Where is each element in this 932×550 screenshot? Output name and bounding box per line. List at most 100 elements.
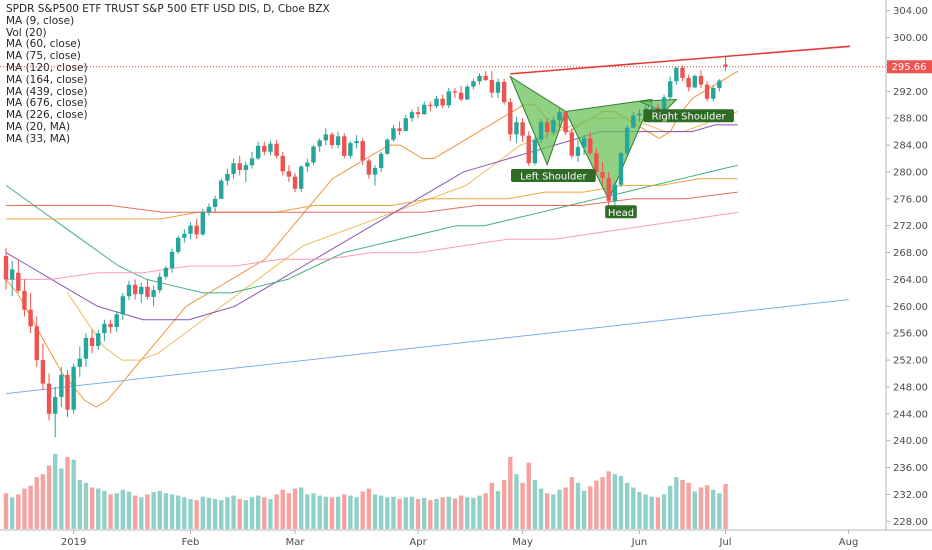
y-tick-label: 228.00 <box>893 517 928 528</box>
volume-bar <box>219 500 224 529</box>
candle-body <box>219 180 224 199</box>
volume-bar <box>501 479 507 529</box>
volume-bar <box>206 497 212 529</box>
y-tick-label: 232.00 <box>893 490 928 501</box>
volume-bar <box>434 499 439 529</box>
volume-bar <box>194 500 199 529</box>
volume-bar <box>698 487 704 529</box>
volume-bar <box>126 491 132 529</box>
candle-body <box>551 120 556 133</box>
volume-bar <box>46 465 52 529</box>
y-tick-label: 288.00 <box>893 114 928 125</box>
pattern-labels: Left Shoulder Head Right Shoulder <box>511 109 734 219</box>
volume-bar <box>557 489 562 529</box>
volume-bar <box>102 490 107 529</box>
volume-bar <box>704 485 710 529</box>
volume-bar <box>631 487 636 529</box>
candle-body <box>145 286 150 297</box>
candle-body <box>661 97 667 112</box>
candle-body <box>77 358 82 367</box>
candle-body <box>16 272 21 291</box>
pattern-label: Left Shoulder <box>520 171 587 182</box>
pattern-label: Right Shoulder <box>652 112 727 123</box>
x-tick-label: Jul <box>719 537 732 548</box>
volume-bar <box>225 497 230 529</box>
candle-body <box>163 268 169 277</box>
candle-body <box>477 75 482 82</box>
candle-body <box>440 98 445 106</box>
candle-body <box>569 132 574 156</box>
volume-bar <box>77 479 82 529</box>
volume-bar <box>458 495 464 529</box>
candle-body <box>151 290 156 297</box>
candle-body <box>674 67 679 82</box>
y-tick-label: 256.00 <box>893 329 928 340</box>
volume-bar <box>65 456 70 529</box>
candle-body <box>34 326 39 361</box>
volume-bar <box>594 480 599 529</box>
candle-body <box>188 225 193 234</box>
volume-bar <box>354 497 359 529</box>
volume-bar <box>668 485 673 529</box>
volume-bar <box>40 474 46 529</box>
candle-body <box>545 122 550 133</box>
candle-body <box>299 166 304 189</box>
y-tick-label: 276.00 <box>893 194 928 205</box>
volume-bar <box>176 495 181 529</box>
candle-body <box>9 269 15 280</box>
candle-body <box>329 134 335 146</box>
candle-body <box>28 309 33 327</box>
legend-item-ma676: MA (676, close) <box>6 97 88 110</box>
volume-bar <box>600 477 605 529</box>
volume-bar <box>452 498 458 529</box>
volume-bar <box>397 499 402 529</box>
candle-body <box>262 145 267 152</box>
candle-body <box>692 75 697 88</box>
candle-body <box>624 127 630 154</box>
volume-bar <box>286 493 292 529</box>
volume-bar <box>661 494 667 529</box>
volume-bar <box>299 487 304 529</box>
candle-body <box>465 86 470 100</box>
candle-body <box>335 136 341 146</box>
candle-body <box>194 225 199 235</box>
candle-body <box>342 136 347 156</box>
volume-bar <box>692 491 697 529</box>
candle-body <box>428 104 433 107</box>
volume-bar <box>71 459 76 529</box>
volume-bar <box>28 485 33 529</box>
volume-bar <box>182 497 187 529</box>
candle-body <box>212 198 218 207</box>
volume-bar <box>335 496 341 529</box>
candle-body <box>280 155 285 172</box>
volume-bar <box>243 500 249 529</box>
volume-bar <box>329 497 335 529</box>
volume-bar <box>612 474 618 529</box>
y-tick-label: 280.00 <box>893 167 928 178</box>
volume-bar <box>465 497 470 529</box>
candle-body <box>489 79 495 93</box>
candle-body <box>120 296 126 315</box>
volume-bar <box>108 494 113 529</box>
x-tick-label: Mar <box>286 537 306 548</box>
volume-bar <box>403 497 408 529</box>
candle-body <box>22 290 27 310</box>
volume-bar <box>262 497 267 529</box>
candle-body <box>409 112 415 119</box>
volume-bar <box>311 493 316 529</box>
candle-body <box>422 104 427 115</box>
volume-bar <box>342 494 347 529</box>
volume-bar <box>378 495 384 529</box>
candle-body <box>243 165 249 170</box>
volume-bar <box>231 495 236 529</box>
legend-item-ma9: MA (9, close) <box>6 14 75 27</box>
candle-body <box>348 143 353 156</box>
legend-item-ma75: MA (75, close) <box>6 50 81 63</box>
volume-bar <box>680 479 685 529</box>
volume-bar <box>446 496 451 529</box>
candle-body <box>126 284 132 297</box>
candle-body <box>649 107 654 109</box>
volume-bar <box>477 495 482 529</box>
legend-item-ma164: MA (164, close) <box>6 73 88 86</box>
